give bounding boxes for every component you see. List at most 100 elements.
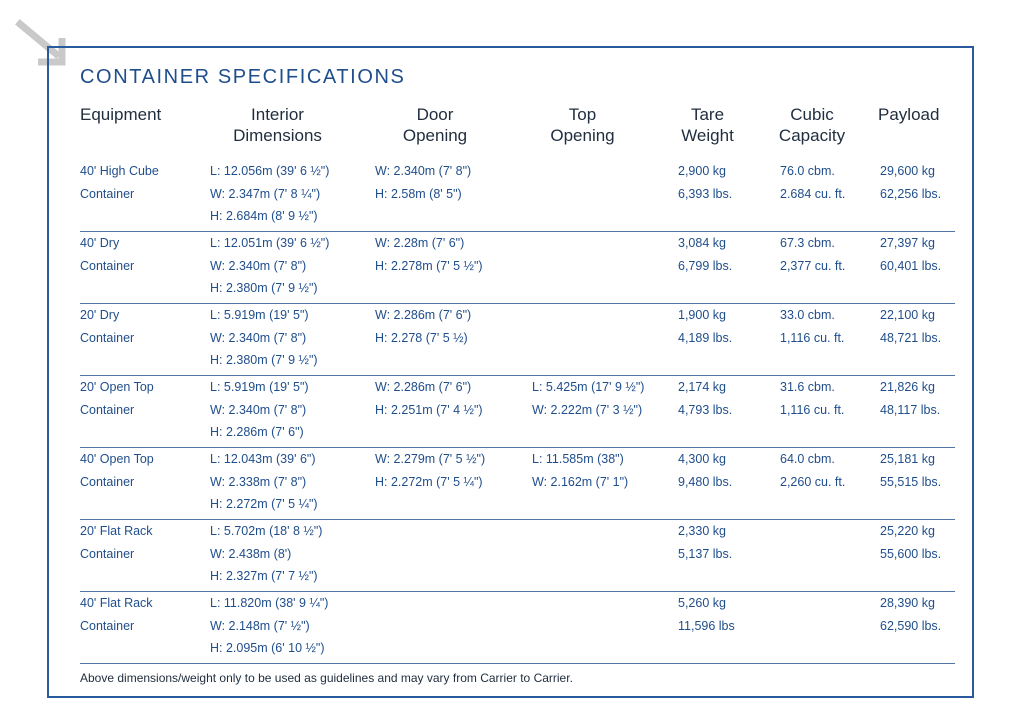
payload-cell: 25,220 kg 55,600 lbs. bbox=[880, 520, 941, 565]
tare-weight-cell-line: 11,596 lbs bbox=[678, 618, 735, 633]
equipment-cell-line: Container bbox=[80, 546, 135, 561]
interior-dimensions-cell-line: W: 2.338m (7' 8") bbox=[210, 474, 307, 489]
payload-cell: 27,397 kg 60,401 lbs. bbox=[880, 232, 941, 277]
door-opening-cell: W: 2.286m (7' 6") H: 2.251m (7' 4 ½") bbox=[375, 376, 483, 421]
equipment-cell-line: Container bbox=[80, 330, 135, 345]
tare-weight-cell-line: 2,174 kg bbox=[678, 380, 726, 394]
cubic-capacity-cell-line: 2,260 cu. ft. bbox=[780, 474, 846, 489]
cubic-capacity-cell-line: 67.3 cbm. bbox=[780, 236, 835, 250]
tare-weight-cell-line: 4,189 lbs. bbox=[678, 330, 733, 345]
row-divider bbox=[80, 591, 955, 592]
door-opening-cell-line: H: 2.278m (7' 5 ½") bbox=[375, 258, 483, 273]
door-opening-cell-line: H: 2.251m (7' 4 ½") bbox=[375, 402, 483, 417]
equipment-cell: 20' Flat Rack Container bbox=[80, 520, 153, 565]
row-divider bbox=[80, 663, 955, 664]
tare-weight-cell-line: 5,260 kg bbox=[678, 596, 726, 610]
payload-cell: 29,600 kg 62,256 lbs. bbox=[880, 160, 941, 205]
header-payload: Payload bbox=[878, 105, 940, 124]
payload-cell-line: 28,390 kg bbox=[880, 596, 935, 610]
tare-weight-cell-line: 5,137 lbs. bbox=[678, 546, 733, 561]
payload-cell-line: 55,515 lbs. bbox=[880, 474, 942, 489]
door-opening-cell-line: H: 2.58m (8' 5") bbox=[375, 186, 462, 201]
tare-weight-cell: 4,300 kg 9,480 lbs. bbox=[678, 448, 732, 493]
cubic-capacity-cell-line: 1,116 cu. ft. bbox=[780, 402, 845, 417]
tare-weight-cell-line: 4,793 lbs. bbox=[678, 402, 733, 417]
payload-cell-line: 25,181 kg bbox=[880, 452, 935, 466]
equipment-cell-line: 40' High Cube bbox=[80, 164, 159, 178]
header-cubic-capacity: Cubic Capacity bbox=[778, 105, 846, 145]
cubic-capacity-cell-line: 2.684 cu. ft. bbox=[780, 186, 846, 201]
top-opening-cell: L: 5.425m (17' 9 ½") W: 2.222m (7' 3 ½") bbox=[532, 376, 644, 421]
payload-cell-line: 48,721 lbs. bbox=[880, 330, 942, 345]
top-opening-cell-line: W: 2.222m (7' 3 ½") bbox=[532, 402, 643, 417]
page-title: CONTAINER SPECIFICATIONS bbox=[80, 66, 406, 88]
table-row: 20' Open Top Container L: 5.919m (19' 5") W… bbox=[80, 376, 955, 448]
door-opening-cell-line: W: 2.340m (7' 8") bbox=[375, 164, 472, 178]
interior-dimensions-cell: L: 12.056m (39' 6 ½") W: 2.347m (7' 8 ¼")… bbox=[210, 160, 329, 228]
cubic-capacity-cell: 67.3 cbm. 2,377 cu. ft. bbox=[780, 232, 845, 277]
equipment-cell-line: 40' Dry bbox=[80, 236, 120, 250]
interior-dimensions-cell: L: 5.702m (18' 8 ½") W: 2.438m (8') H: 2.3… bbox=[210, 520, 322, 588]
interior-dimensions-cell: L: 5.919m (19' 5") W: 2.340m (7' 8") H: 2.… bbox=[210, 304, 318, 372]
payload-cell-line: 48,117 lbs. bbox=[880, 402, 941, 417]
payload-cell-line: 62,590 lbs. bbox=[880, 618, 942, 633]
header-interior-dimensions: Interior Dimensions bbox=[233, 105, 322, 145]
equipment-cell: 40' Flat Rack Container bbox=[80, 592, 153, 637]
row-divider bbox=[80, 375, 955, 376]
tare-weight-cell: 2,900 kg 6,393 lbs. bbox=[678, 160, 732, 205]
payload-cell-line: 60,401 lbs. bbox=[880, 258, 942, 273]
row-divider bbox=[80, 231, 955, 232]
equipment-cell-line: 20' Open Top bbox=[80, 380, 154, 394]
tare-weight-cell: 2,174 kg 4,793 lbs. bbox=[678, 376, 732, 421]
equipment-cell-line: Container bbox=[80, 618, 135, 633]
interior-dimensions-cell-line: H: 2.286m (7' 6") bbox=[210, 425, 304, 439]
cubic-capacity-cell-line: 64.0 cbm. bbox=[780, 452, 835, 466]
payload-cell-line: 29,600 kg bbox=[880, 164, 935, 178]
tare-weight-cell-line: 2,900 kg bbox=[678, 164, 726, 178]
interior-dimensions-cell: L: 12.051m (39' 6 ½") W: 2.340m (7' 8") H:… bbox=[210, 232, 329, 300]
payload-cell: 21,826 kg 48,117 lbs. bbox=[880, 376, 940, 421]
tare-weight-cell: 3,084 kg 6,799 lbs. bbox=[678, 232, 732, 277]
interior-dimensions-cell: L: 5.919m (19' 5") W: 2.340m (7' 8") H: 2.… bbox=[210, 376, 309, 444]
payload-cell: 28,390 kg 62,590 lbs. bbox=[880, 592, 941, 637]
equipment-cell-line: 40' Open Top bbox=[80, 452, 154, 466]
door-opening-cell-line: W: 2.279m (7' 5 ½") bbox=[375, 452, 486, 466]
interior-dimensions-cell-line: L: 12.056m (39' 6 ½") bbox=[210, 164, 330, 178]
interior-dimensions-cell-line: W: 2.340m (7' 8") bbox=[210, 402, 307, 417]
table-row: 40' High Cube Container L: 12.056m (39' 6 … bbox=[80, 160, 955, 232]
tare-weight-cell-line: 6,393 lbs. bbox=[678, 186, 733, 201]
header-equipment: Equipment bbox=[80, 105, 162, 124]
payload-cell: 25,181 kg 55,515 lbs. bbox=[880, 448, 941, 493]
cubic-capacity-cell-line: 76.0 cbm. bbox=[780, 164, 835, 178]
interior-dimensions-cell-line: H: 2.380m (7' 9 ½") bbox=[210, 281, 318, 295]
equipment-cell-line: Container bbox=[80, 474, 135, 489]
door-opening-cell: W: 2.340m (7' 8") H: 2.58m (8' 5") bbox=[375, 160, 471, 205]
tare-weight-cell: 2,330 kg 5,137 lbs. bbox=[678, 520, 732, 565]
interior-dimensions-cell-line: H: 2.095m (6' 10 ½") bbox=[210, 641, 325, 655]
payload-cell-line: 22,100 kg bbox=[880, 308, 935, 322]
interior-dimensions-cell-line: W: 2.148m (7' ½") bbox=[210, 618, 310, 633]
tare-weight-cell-line: 2,330 kg bbox=[678, 524, 726, 538]
interior-dimensions-cell-line: W: 2.438m (8') bbox=[210, 546, 292, 561]
cubic-capacity-cell-line: 31.6 cbm. bbox=[780, 380, 835, 394]
interior-dimensions-cell-line: W: 2.340m (7' 8") bbox=[210, 330, 307, 345]
tare-weight-cell-line: 9,480 lbs. bbox=[678, 474, 733, 489]
interior-dimensions-cell-line: L: 12.051m (39' 6 ½") bbox=[210, 236, 330, 250]
table-row: 20' Flat Rack Container L: 5.702m (18' 8 ½… bbox=[80, 520, 955, 592]
tare-weight-cell: 1,900 kg 4,189 lbs. bbox=[678, 304, 732, 349]
table-row: 40' Open Top Container L: 12.043m (39' 6")… bbox=[80, 448, 955, 520]
interior-dimensions-cell-line: H: 2.327m (7' 7 ½") bbox=[210, 569, 318, 583]
tare-weight-cell-line: 6,799 lbs. bbox=[678, 258, 733, 273]
interior-dimensions-cell-line: L: 11.820m (38' 9 ¼") bbox=[210, 596, 329, 610]
interior-dimensions-cell-line: W: 2.340m (7' 8") bbox=[210, 258, 307, 273]
door-opening-cell-line: H: 2.278 (7' 5 ½) bbox=[375, 330, 468, 345]
interior-dimensions-cell-line: L: 5.919m (19' 5") bbox=[210, 380, 309, 394]
interior-dimensions-cell-line: L: 5.919m (19' 5") bbox=[210, 308, 309, 322]
interior-dimensions-cell: L: 12.043m (39' 6") W: 2.338m (7' 8") H: 2… bbox=[210, 448, 318, 516]
door-opening-cell-line: W: 2.286m (7' 6") bbox=[375, 308, 472, 322]
cubic-capacity-cell-line: 2,377 cu. ft. bbox=[780, 258, 846, 273]
table-row: 20' Dry Container L: 5.919m (19' 5") W: 2.3… bbox=[80, 304, 955, 376]
door-opening-cell: W: 2.279m (7' 5 ½") H: 2.272m (7' 5 ¼") bbox=[375, 448, 485, 493]
interior-dimensions-cell-line: W: 2.347m (7' 8 ¼") bbox=[210, 186, 321, 201]
cubic-capacity-cell: 31.6 cbm. 1,116 cu. ft. bbox=[780, 376, 844, 421]
